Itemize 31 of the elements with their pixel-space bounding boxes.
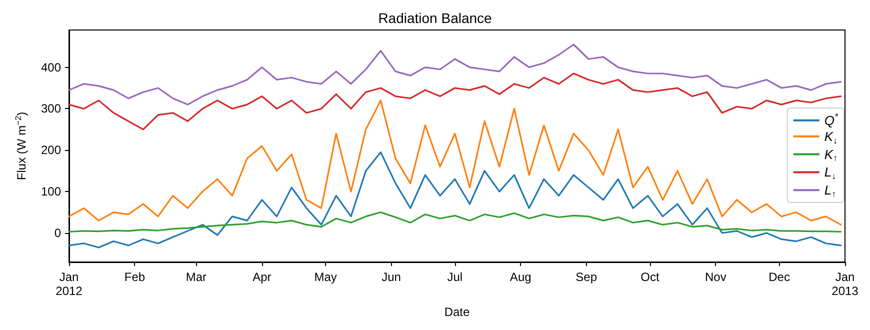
x-tick-label: May [314, 270, 337, 284]
line-series [68, 211, 842, 233]
y-tick-label: 0 [54, 226, 62, 240]
x-tick-label: Apr [252, 270, 272, 284]
line-series [68, 44, 842, 106]
x-tick-label: Mar [186, 270, 207, 284]
x-tick-label: Jan 2012 [56, 270, 83, 298]
y-tick-label: 300 [40, 102, 62, 116]
x-tick-label: Aug [510, 270, 532, 284]
line-series [68, 151, 842, 248]
x-tick-label: Dec [768, 270, 790, 284]
y-tick-label: 400 [40, 60, 62, 74]
x-tick-label: Oct [640, 270, 660, 284]
x-axis-title: Date [444, 305, 470, 319]
chart-title: Radiation Balance [378, 10, 492, 26]
x-tick-label: Jan 2013 [832, 270, 859, 298]
y-tick-label: 200 [40, 143, 62, 158]
x-tick-label: Jun [382, 270, 401, 284]
x-tick-label: Feb [124, 270, 146, 284]
legend-label: Q* [824, 112, 838, 128]
line-series [68, 100, 842, 226]
x-tick-label: Sep [576, 270, 598, 284]
line-series [68, 72, 842, 130]
y-tick-label: 100 [40, 184, 62, 199]
legend-label: L↓ [824, 164, 836, 182]
x-tick-label: Nov [704, 270, 726, 284]
legend-label: K↓ [824, 128, 838, 146]
legend-label: K↑ [824, 146, 838, 164]
y-axis-title: Flux (W m−2) [12, 112, 28, 180]
legend-label: L↑ [824, 182, 836, 199]
x-tick-label: Jul [447, 270, 463, 284]
